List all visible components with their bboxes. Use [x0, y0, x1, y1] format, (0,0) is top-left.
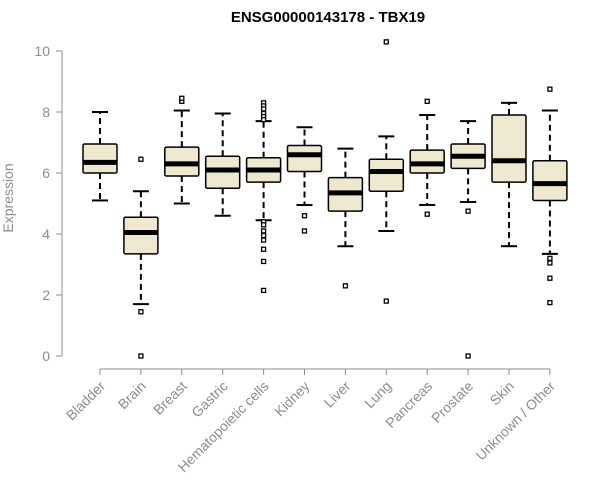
outlier-point: [342, 283, 349, 289]
y-tick-label: 2: [42, 287, 50, 303]
y-tick-label: 0: [42, 348, 50, 364]
outlier-point: [547, 275, 553, 281]
box-iqr: [123, 216, 159, 255]
outlier-point: [465, 208, 471, 214]
x-tick-label: Brain: [115, 378, 149, 412]
outlier-point: [547, 86, 553, 92]
box-brain: [123, 156, 159, 359]
y-axis-label: Expression: [0, 163, 16, 232]
outlier-point: [301, 228, 308, 234]
outlier-point: [547, 299, 553, 306]
outlier-point: [547, 255, 553, 262]
chart-title: ENSG00000143178 - TBX19: [231, 9, 425, 26]
outlier-point: [260, 232, 267, 239]
outlier-point: [138, 309, 144, 315]
x-tick-label: Prostate: [428, 378, 476, 426]
outlier-point: [260, 228, 267, 234]
box-prostate: [450, 120, 486, 359]
outlier-point: [465, 353, 471, 359]
box-iqr: [532, 160, 568, 202]
box-lung: [368, 39, 405, 304]
box-gastric: [204, 112, 241, 217]
box-breast: [164, 95, 200, 205]
box-bladder: [82, 111, 118, 202]
outlier-point: [138, 156, 144, 162]
y-tick-label: 10: [34, 43, 50, 59]
outlier-point: [260, 116, 267, 123]
y-tick-label: 4: [42, 226, 50, 242]
outlier-point: [260, 258, 267, 265]
x-tick-label: Liver: [321, 378, 354, 411]
outlier-point: [260, 222, 267, 228]
outlier-point: [260, 287, 267, 294]
box-kidney: [286, 126, 323, 234]
outlier-point: [138, 353, 144, 359]
box-iqr: [368, 158, 405, 193]
y-tick-label: 6: [42, 165, 50, 181]
x-tick-label: Lung: [361, 378, 394, 411]
x-tick-label: Kidney: [271, 378, 313, 420]
outlier-point: [383, 298, 389, 304]
box-pancreas: [409, 98, 445, 217]
box-hematopoietic-cells: [245, 100, 282, 294]
x-tick-label: Skin: [487, 378, 518, 409]
box-iqr: [491, 114, 527, 183]
x-tick-label: Breast: [150, 378, 190, 418]
box-unknown-other: [532, 86, 568, 306]
plot-area: [82, 39, 568, 359]
y-tick-label: 8: [42, 104, 50, 120]
box-skin: [491, 101, 527, 248]
box-liver: [327, 147, 364, 289]
box-iqr: [82, 143, 118, 174]
x-tick-label: Bladder: [63, 378, 109, 424]
outlier-point: [260, 106, 267, 112]
box-iqr: [286, 144, 323, 173]
outlier-point: [547, 260, 553, 266]
outlier-point: [179, 95, 185, 101]
outlier-point: [301, 213, 308, 219]
outlier-point: [424, 211, 430, 217]
outlier-point: [260, 237, 267, 243]
outlier-point: [383, 39, 389, 45]
outlier-point: [424, 98, 430, 104]
outlier-point: [260, 246, 267, 252]
